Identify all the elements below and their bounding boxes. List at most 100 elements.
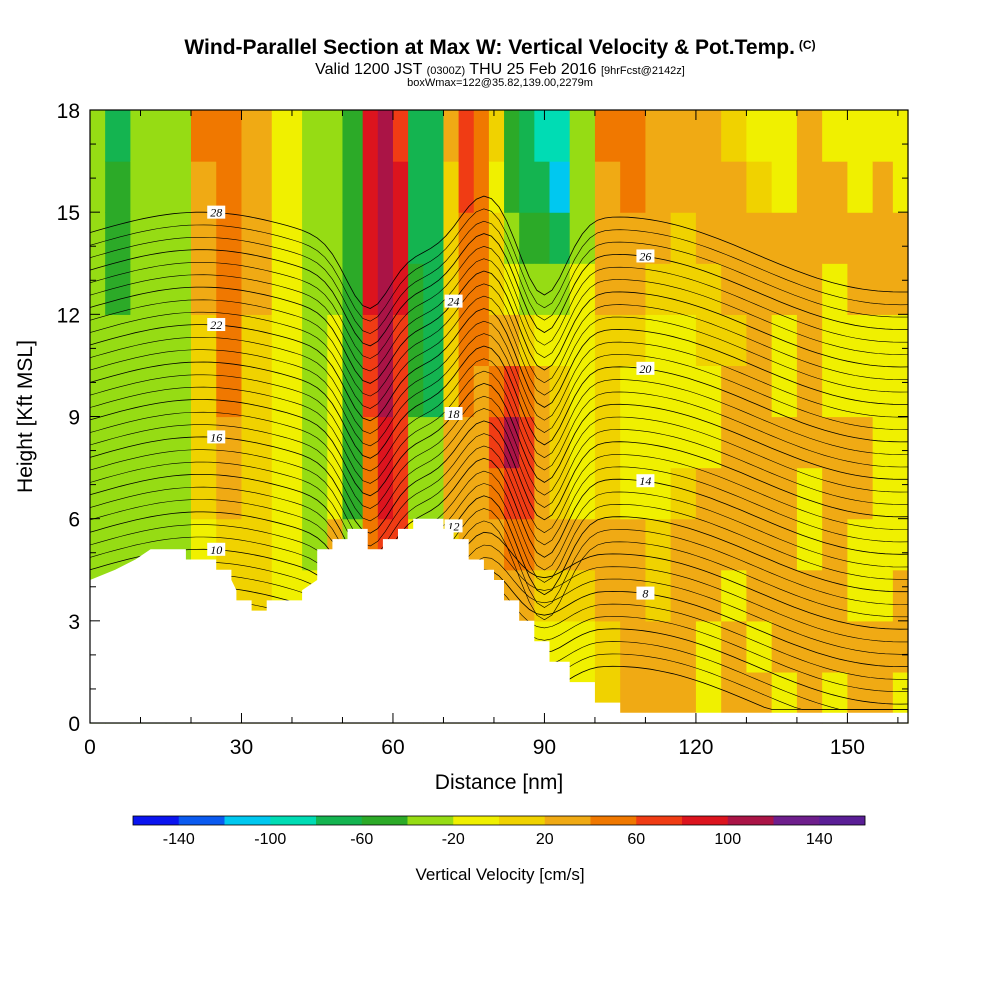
velocity-cell — [796, 161, 823, 213]
velocity-cell — [423, 467, 445, 520]
isentrope-label: 22 — [210, 318, 222, 332]
velocity-cell — [534, 110, 551, 162]
velocity-cell — [377, 110, 394, 162]
velocity-cell — [534, 161, 551, 213]
velocity-cell — [746, 365, 773, 418]
colorbar-swatch — [178, 816, 225, 825]
velocity-cell — [872, 416, 894, 469]
x-tick-label: 30 — [230, 736, 253, 759]
velocity-cell — [504, 314, 520, 367]
y-tick-label: 12 — [57, 304, 80, 327]
velocity-cell — [377, 314, 394, 367]
velocity-cell — [695, 161, 722, 213]
velocity-cell — [392, 161, 409, 213]
isentrope-label-bg — [207, 542, 226, 556]
velocity-cell — [519, 314, 535, 367]
velocity-cell — [620, 263, 647, 315]
velocity-cell — [327, 161, 344, 213]
isentrope-label: 20 — [639, 362, 651, 376]
velocity-cell — [443, 110, 460, 162]
velocity-cell — [872, 161, 894, 213]
velocity-cell — [342, 110, 364, 162]
velocity-cell — [569, 569, 596, 622]
velocity-cell — [892, 467, 909, 520]
velocity-cell — [458, 110, 475, 162]
velocity-cell — [549, 569, 571, 622]
velocity-cell — [534, 518, 551, 571]
velocity-cell — [408, 212, 424, 264]
velocity-cell — [271, 212, 303, 264]
colorbar-swatch — [453, 816, 500, 825]
velocity-cell — [872, 518, 894, 571]
velocity-cell — [872, 671, 894, 724]
velocity-cell — [302, 314, 328, 367]
velocity-cell — [892, 671, 909, 724]
velocity-cell — [458, 212, 475, 264]
velocity-cell — [822, 110, 849, 162]
velocity-cell — [695, 467, 722, 520]
velocity-cell — [620, 314, 647, 367]
velocity-cell — [822, 263, 849, 315]
velocity-cell — [620, 161, 647, 213]
velocity-cell — [645, 416, 672, 469]
colorbar-swatch — [133, 816, 180, 825]
velocity-cell — [488, 518, 505, 571]
y-tick-label: 0 — [68, 713, 80, 736]
velocity-cell — [822, 518, 849, 571]
velocity-cell — [302, 110, 328, 162]
velocity-cell — [473, 263, 490, 315]
colorbar-label: -140 — [163, 831, 195, 848]
velocity-cell — [892, 620, 909, 673]
velocity-cell — [594, 569, 621, 622]
isentrope-line — [89, 495, 908, 609]
y-tick-label: 9 — [68, 407, 80, 430]
velocity-cell — [847, 365, 874, 418]
isentrope-label: 24 — [448, 295, 460, 309]
velocity-cell — [342, 263, 364, 315]
velocity-cell — [721, 263, 748, 315]
velocity-cell — [549, 212, 571, 264]
isentrope-line — [89, 520, 908, 634]
velocity-cell — [847, 161, 874, 213]
velocity-cell — [721, 620, 748, 673]
velocity-cell — [670, 212, 697, 264]
velocity-cell — [721, 110, 748, 162]
velocity-cell — [190, 161, 217, 213]
velocity-cell — [796, 620, 823, 673]
isentrope-line — [89, 295, 909, 409]
velocity-cell — [721, 161, 748, 213]
isentrope-line — [89, 470, 909, 584]
velocity-cell — [327, 212, 344, 264]
isentrope-label-bg — [444, 294, 463, 308]
chart-subtitle-2: boxWmax=122@35.82,139.00,2279m — [407, 77, 593, 89]
velocity-cell — [771, 416, 798, 469]
velocity-cell — [796, 416, 823, 469]
velocity-cell — [549, 110, 571, 162]
velocity-cell — [105, 161, 131, 213]
velocity-cell — [519, 569, 535, 622]
velocity-cell — [241, 110, 273, 162]
velocity-cell — [892, 314, 909, 367]
velocity-cell — [569, 416, 596, 469]
velocity-cell — [872, 314, 894, 367]
velocity-cell — [458, 416, 475, 469]
velocity-cell — [746, 569, 773, 622]
velocity-cell — [670, 365, 697, 418]
velocity-cell — [423, 110, 445, 162]
velocity-cell — [488, 314, 505, 367]
velocity-cell — [362, 212, 379, 264]
velocity-cell — [392, 467, 409, 520]
velocity-cell — [504, 263, 520, 315]
isentrope-line — [89, 395, 909, 509]
subtitle-valid: Valid 1200 JST — [315, 61, 423, 78]
velocity-cell — [670, 314, 697, 367]
velocity-cell — [670, 467, 697, 520]
velocity-cell — [90, 161, 106, 213]
velocity-cell — [165, 161, 192, 213]
velocity-cell — [822, 620, 849, 673]
velocity-cell — [302, 212, 328, 264]
velocity-cell — [534, 263, 551, 315]
velocity-cell — [594, 467, 621, 520]
x-tick-label: 90 — [533, 736, 556, 759]
velocity-cell — [892, 110, 909, 162]
